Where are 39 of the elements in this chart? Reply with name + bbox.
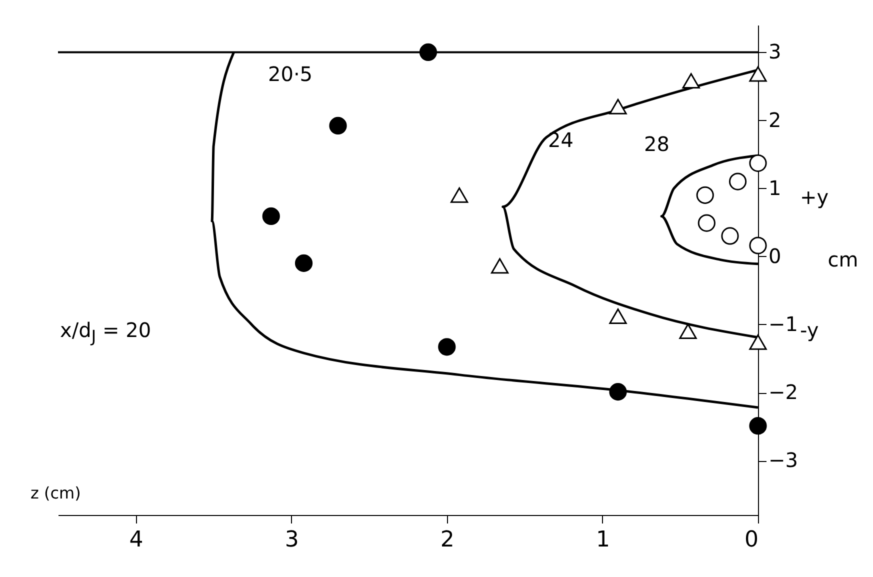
point [749,236,767,254]
point [679,324,697,339]
point [728,172,747,190]
annotation: 28 [644,132,670,156]
point [262,207,280,226]
y-tick-label: 1 [768,176,782,200]
point [696,186,714,204]
point [749,417,767,435]
point [609,98,627,114]
y-tick-label: −1 [768,312,798,336]
point [329,116,347,135]
x-axis-title: z (cm) [30,484,81,502]
point [721,227,739,245]
y-tick-label: 2 [768,108,782,132]
y-axis-title: cm [828,248,858,272]
point [490,258,509,274]
y-tick-label: 0 [768,244,782,268]
text: +y [800,185,829,209]
y-tick-label: −3 [768,448,798,472]
x-tick-label: 0 [744,528,758,552]
x-tick-label: 1 [596,528,610,552]
text: -y [800,318,819,342]
annotation: x/d$_{J}$ = 20 [60,318,152,346]
point [294,254,313,272]
y-tick-label: 3 [768,40,782,64]
point [698,214,716,232]
point [438,338,456,356]
x-tick-label: 3 [284,528,299,552]
point [749,334,767,350]
point [609,308,627,324]
x-tick-label: 4 [129,528,144,552]
point [749,154,767,172]
point [682,73,700,89]
point [450,187,468,203]
point [609,383,627,401]
y-tick-label: −2 [768,380,798,404]
annotation: 20·5 [268,62,313,86]
point [749,66,767,82]
x-tick-label: 2 [440,528,454,552]
